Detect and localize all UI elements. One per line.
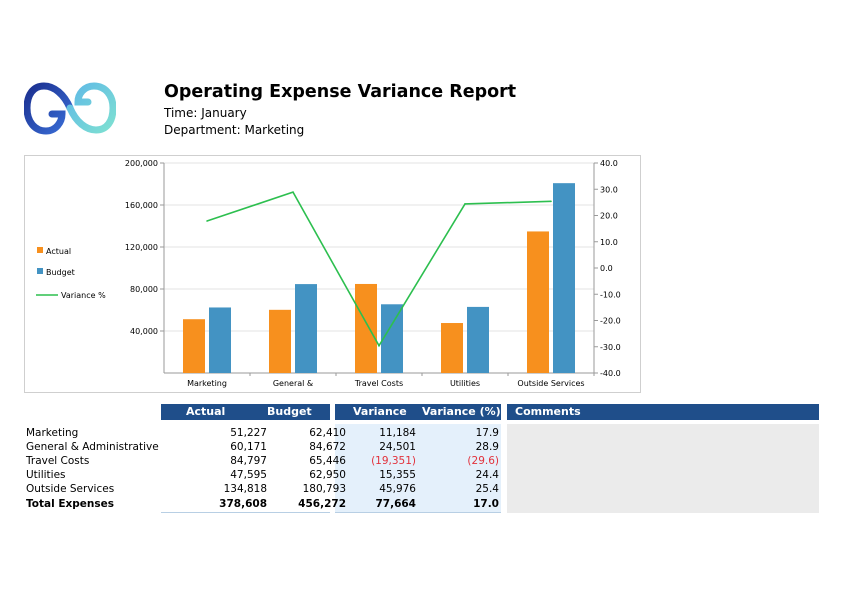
x-tick-label: General &	[273, 379, 313, 388]
bar-actual	[183, 319, 205, 373]
row-label: Utilities	[26, 469, 66, 481]
right-tick-label: 30.0	[600, 185, 618, 194]
legend-swatch-budget	[37, 268, 43, 274]
variance-point	[464, 203, 466, 205]
right-tick-label: 40.0	[600, 159, 618, 168]
variance-line	[206, 191, 552, 348]
bar-actual	[527, 231, 549, 373]
total-underline	[161, 512, 330, 513]
left-tick-label: 200,000	[125, 159, 158, 168]
total-underline	[335, 512, 501, 513]
row-label: General & Administrative	[26, 441, 159, 453]
left-tick-label: 120,000	[125, 243, 158, 252]
row-variance-pct: 17.9	[475, 427, 499, 439]
row-variance: 45,976	[379, 483, 416, 495]
x-tick-label: Outside Services	[517, 379, 584, 388]
row-actual: 84,797	[230, 455, 267, 467]
report-department: Department: Marketing	[164, 123, 305, 137]
variance-point	[292, 191, 294, 193]
left-tick-label: 160,000	[125, 201, 158, 210]
legend-swatch-actual	[37, 247, 43, 253]
bar-budget	[553, 183, 575, 373]
right-tick-label: -10.0	[600, 290, 621, 299]
row-label: Travel Costs	[26, 455, 90, 467]
x-tick-label: Travel Costs	[354, 379, 403, 388]
row-variance: 15,355	[379, 469, 416, 481]
table-total-row: Total Expenses 378,608 456,272 77,664 17…	[24, 498, 504, 512]
total-variance: 77,664	[375, 498, 416, 510]
row-budget: 62,950	[309, 469, 346, 481]
legend-label-budget: Budget	[46, 268, 75, 277]
table-row: General & Administrative 60,171 84,672 2…	[24, 441, 504, 455]
row-variance-pct: 25.4	[475, 483, 499, 495]
table-row: Travel Costs 84,797 65,446 (19,351) (29.…	[24, 455, 504, 469]
comments-area[interactable]	[507, 424, 819, 513]
total-label: Total Expenses	[26, 498, 115, 510]
row-variance: 11,184	[379, 427, 416, 439]
table-row: Utilities 47,595 62,950 15,355 24.4	[24, 469, 504, 483]
row-budget: 180,793	[302, 483, 346, 495]
row-actual: 134,818	[223, 483, 267, 495]
header-variance: Variance	[353, 405, 407, 418]
bar-budget	[381, 304, 403, 373]
right-tick-label: 0.0	[600, 264, 613, 273]
header-variance-pct: Variance (%)	[422, 405, 501, 418]
bar-budget	[209, 307, 231, 373]
variance-column-background	[335, 424, 501, 513]
bar-actual	[355, 283, 377, 373]
left-tick-label: 40,000	[130, 327, 158, 336]
x-tick-label: Marketing	[187, 379, 227, 388]
header-budget: Budget	[267, 405, 312, 418]
bar-actual	[269, 309, 291, 373]
bar-actual	[441, 323, 463, 373]
legend-label-variance: Variance %	[61, 291, 106, 300]
table-header-amounts: Actual Budget	[161, 404, 330, 420]
table-row: Outside Services 134,818 180,793 45,976 …	[24, 483, 504, 497]
row-budget: 62,410	[309, 427, 346, 439]
variance-chart: 40,000 80,000 120,000 160,000 200,000 -40.0 -3…	[36, 159, 621, 388]
row-variance-pct: 24.4	[475, 469, 499, 481]
header-comments: Comments	[515, 405, 581, 418]
right-tick-label: -40.0	[600, 369, 621, 378]
header-actual: Actual	[186, 405, 226, 418]
report-title: Operating Expense Variance Report	[164, 82, 517, 102]
total-actual: 378,608	[219, 498, 267, 510]
bar-budget	[295, 284, 317, 373]
row-actual: 60,171	[230, 441, 267, 453]
row-budget: 84,672	[309, 441, 346, 453]
row-variance-pct: 28.9	[475, 441, 499, 453]
row-actual: 47,595	[230, 469, 267, 481]
table-header-variance: Variance Variance (%)	[335, 404, 501, 420]
row-variance: 24,501	[379, 441, 416, 453]
right-tick-label: -30.0	[600, 343, 621, 352]
row-budget: 65,446	[309, 455, 346, 467]
x-tick-label: Utilities	[450, 379, 480, 388]
total-variance-pct: 17.0	[473, 498, 499, 510]
chart-frame	[24, 155, 641, 393]
table-header-comments: Comments	[507, 404, 819, 420]
row-actual: 51,227	[230, 427, 267, 439]
variance-point	[206, 220, 208, 222]
right-tick-label: -20.0	[600, 317, 621, 326]
right-tick-label: 10.0	[600, 238, 618, 247]
table-row: Marketing 51,227 62,410 11,184 17.9	[24, 427, 504, 441]
row-variance-pct: (29.6)	[467, 455, 499, 467]
total-budget: 456,272	[298, 498, 346, 510]
left-tick-label: 80,000	[130, 285, 158, 294]
row-variance: (19,351)	[371, 455, 416, 467]
report-time: Time: January	[164, 106, 247, 120]
legend-label-actual: Actual	[46, 247, 71, 256]
company-logo-icon	[24, 82, 116, 135]
row-label: Marketing	[26, 427, 79, 439]
right-tick-label: 20.0	[600, 212, 618, 221]
bar-budget	[467, 306, 489, 373]
variance-point	[550, 200, 552, 203]
variance-point	[378, 344, 380, 347]
row-label: Outside Services	[26, 483, 115, 495]
